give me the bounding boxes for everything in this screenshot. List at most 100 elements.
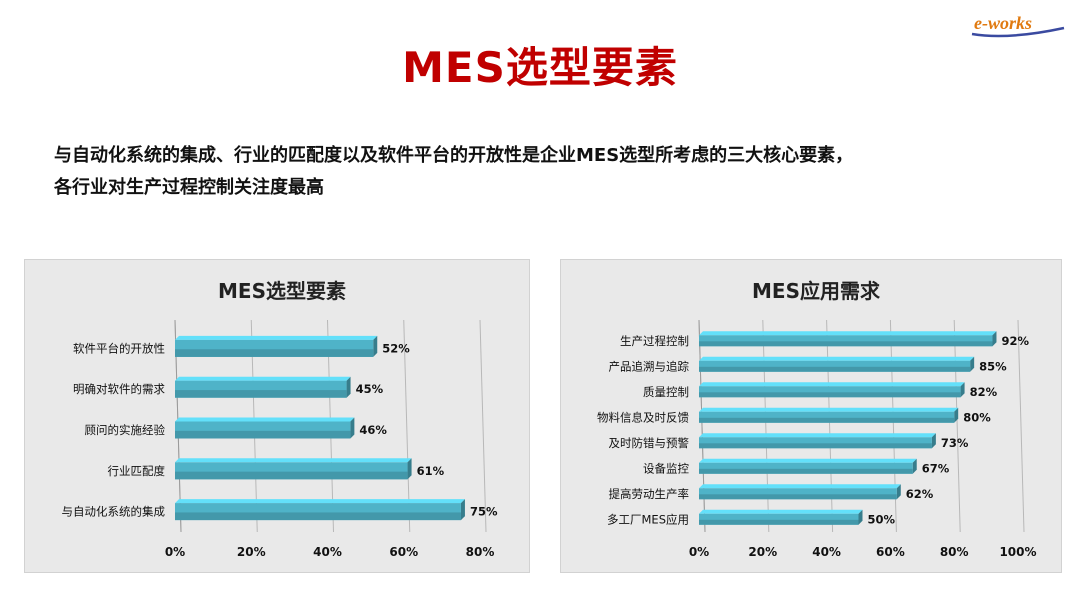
x-tick-label: 0%	[165, 545, 185, 559]
bar-side	[460, 499, 465, 521]
category-label: 及时防错与预警	[609, 436, 690, 450]
gridline	[403, 319, 411, 533]
bar	[699, 437, 932, 449]
bar-shade	[699, 519, 859, 525]
bar-side	[350, 417, 355, 439]
bar-shade	[699, 417, 955, 423]
bar	[699, 360, 971, 372]
eworks-logo: e-works	[968, 10, 1068, 40]
bar-shade	[175, 349, 374, 357]
bar-side	[912, 458, 917, 474]
x-tick-label: 40%	[313, 545, 342, 559]
bar-side	[896, 484, 901, 500]
data-label: 67%	[922, 461, 950, 475]
category-label: 多工厂MES应用	[607, 512, 689, 526]
bar-group	[699, 331, 997, 347]
bar-shade	[699, 366, 971, 372]
bar-top	[175, 499, 465, 504]
gridline	[826, 319, 834, 533]
bar-top	[699, 433, 936, 438]
bar-shade	[699, 443, 932, 449]
bar-group	[699, 356, 975, 372]
bar-top	[699, 407, 959, 412]
bar-group	[175, 458, 412, 480]
bar-group	[175, 376, 351, 398]
chart-title: MES选型要素	[218, 279, 346, 303]
x-tick-label: 40%	[812, 545, 841, 559]
data-label: 50%	[868, 512, 896, 526]
gridline	[889, 319, 897, 533]
bar-top	[699, 484, 901, 489]
bar-side	[970, 356, 975, 372]
summary-line-1: 与自动化系统的集成、行业的匹配度以及软件平台的开放性是企业MES选型所考虑的三大…	[54, 145, 854, 166]
bar-shade	[699, 468, 913, 474]
data-label: 45%	[356, 382, 384, 396]
bar-side	[858, 509, 863, 525]
category-label: 设备监控	[643, 461, 689, 475]
data-label: 52%	[382, 341, 410, 355]
bar-group	[699, 382, 965, 398]
bar-top	[175, 376, 351, 381]
bar-shade	[699, 392, 961, 398]
data-label: 61%	[417, 464, 445, 478]
bar-top	[699, 331, 997, 336]
bar-group	[175, 417, 355, 439]
category-label: 产品追溯与追踪	[609, 359, 690, 373]
x-tick-label: 100%	[999, 545, 1036, 559]
gridline	[1017, 319, 1025, 533]
bar-top	[175, 458, 412, 463]
bar-group	[175, 499, 465, 521]
bar-group	[699, 407, 959, 423]
page-title: MES选型要素	[402, 43, 678, 92]
bar-group	[699, 509, 863, 525]
data-label: 75%	[470, 505, 498, 519]
bar-top	[175, 417, 355, 422]
bar	[699, 513, 859, 525]
data-label: 82%	[970, 385, 998, 399]
x-tick-label: 20%	[237, 545, 266, 559]
bar-top	[699, 509, 863, 514]
logo-swoosh	[971, 26, 1065, 38]
bar	[699, 488, 897, 500]
data-label: 46%	[359, 423, 387, 437]
chart-selection-factors: MES选型要素 0% 20% 40% 60% 80% 软件平台的开放性 52% 明确对软件的需求…	[24, 259, 530, 573]
eworks-logo-mark: e-works	[971, 13, 1065, 38]
y-axis-line	[698, 319, 706, 533]
bar-side	[373, 335, 378, 357]
data-label: 62%	[906, 487, 934, 501]
summary-text: 与自动化系统的集成、行业的匹配度以及软件平台的开放性是企业MES选型所考虑的三大…	[54, 140, 1054, 204]
category-label: 软件平台的开放性	[73, 341, 165, 355]
category-label: 明确对软件的需求	[73, 382, 165, 396]
bar	[699, 335, 993, 347]
x-tick-label: 80%	[940, 545, 969, 559]
bar-shade	[175, 430, 351, 439]
gridline	[762, 319, 770, 533]
bar-side	[407, 458, 412, 480]
chart-title: MES应用需求	[752, 279, 881, 303]
data-label: 92%	[1001, 334, 1029, 348]
bar-top	[175, 335, 378, 340]
bar-shade	[699, 494, 897, 500]
bar-group	[699, 433, 936, 449]
x-tick-label: 80%	[466, 545, 495, 559]
data-label: 73%	[941, 436, 969, 450]
gridline	[953, 319, 961, 533]
bar-top	[699, 382, 965, 387]
bar-side	[960, 382, 965, 398]
bar-side	[346, 376, 351, 398]
data-label: 80%	[963, 410, 991, 424]
logo-text: e-works	[974, 13, 1032, 33]
category-label: 提高劳动生产率	[609, 487, 690, 501]
category-label: 行业匹配度	[108, 464, 166, 478]
x-tick-label: 20%	[748, 545, 777, 559]
bar	[699, 462, 913, 474]
category-label: 顾问的实施经验	[85, 423, 166, 437]
bar-shade	[175, 471, 408, 480]
chart-svg: MES选型要素 0% 20% 40% 60% 80% 软件平台的开放性 52% 明确对软件的需求…	[62, 279, 498, 559]
bar-top	[699, 356, 975, 361]
bar-shade	[175, 512, 461, 521]
gridline	[479, 319, 487, 533]
bar-side	[931, 433, 936, 449]
bar-group	[699, 484, 901, 500]
x-tick-label: 0%	[689, 545, 709, 559]
